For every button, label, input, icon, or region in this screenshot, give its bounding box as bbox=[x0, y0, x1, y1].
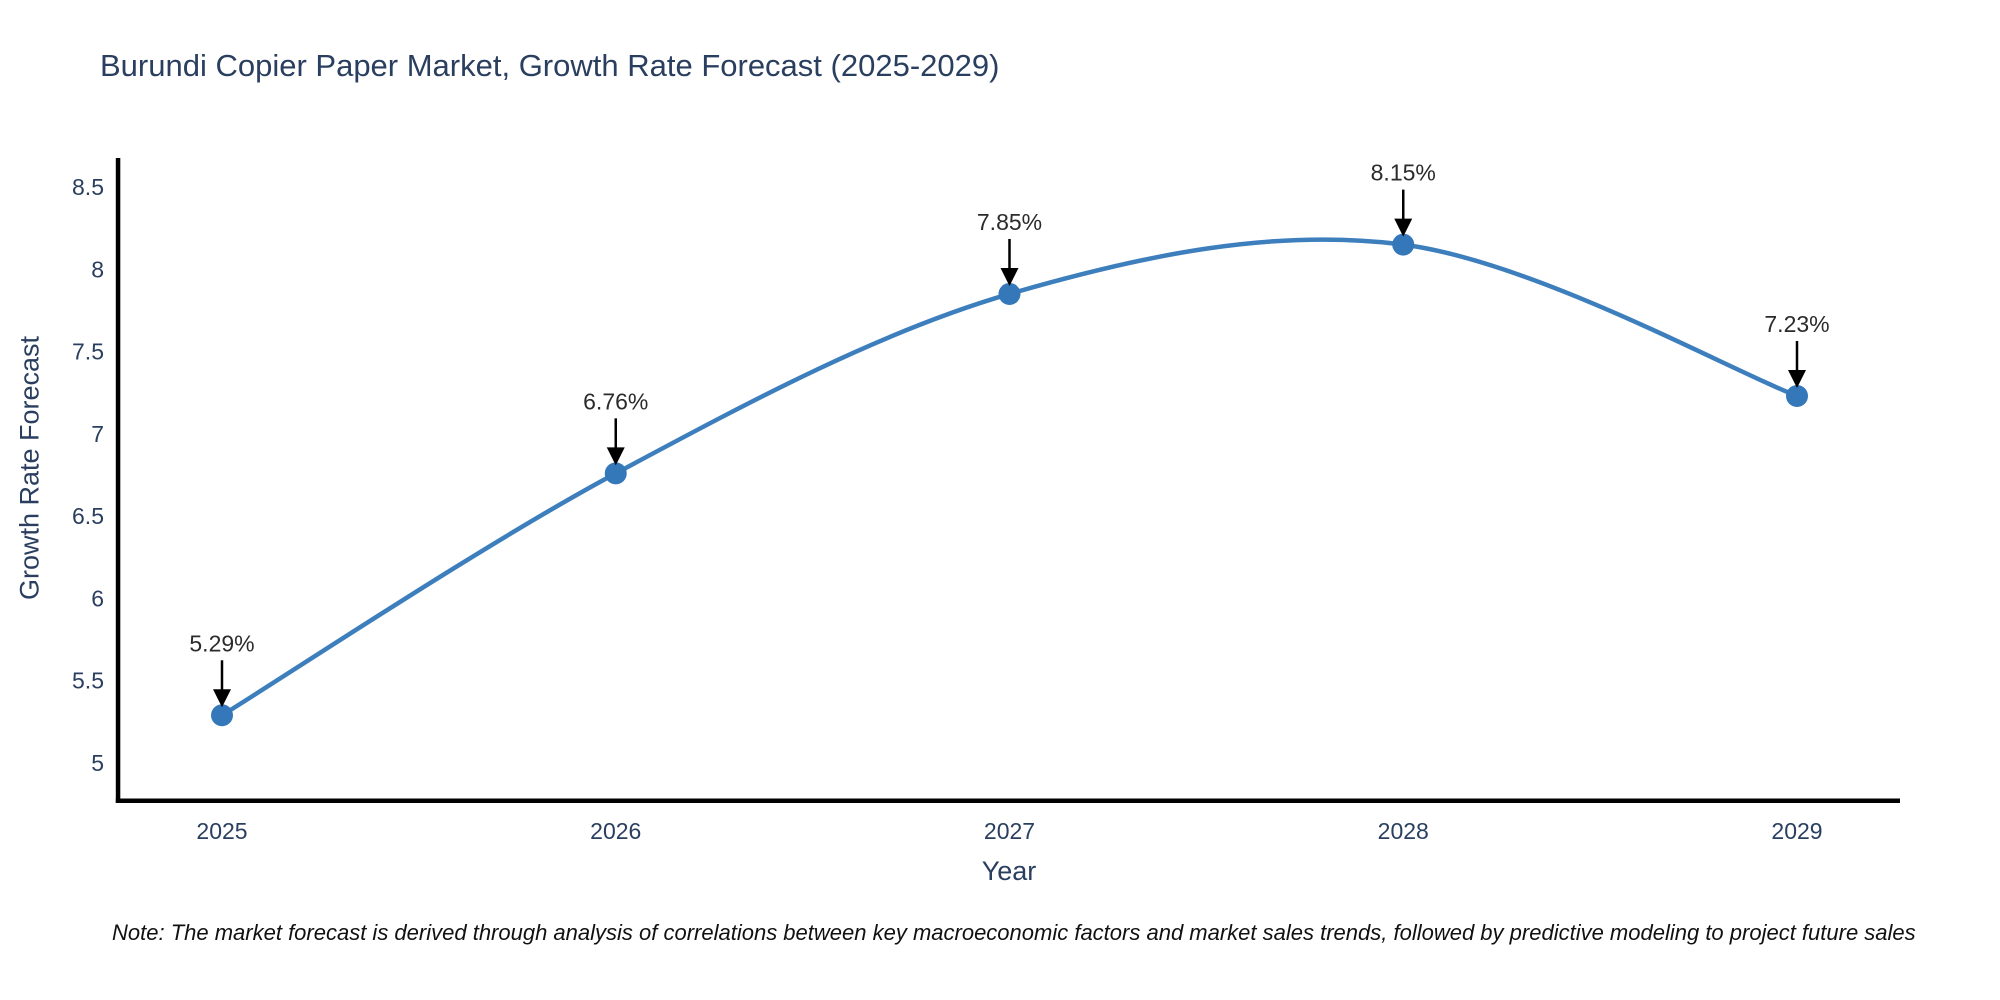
annotation-arrow-head bbox=[1788, 370, 1806, 389]
point-label: 7.23% bbox=[1764, 311, 1829, 337]
data-point-2026[interactable] bbox=[604, 462, 627, 485]
y-tick-label: 5.5 bbox=[72, 668, 104, 694]
y-tick-label: 8 bbox=[91, 256, 104, 282]
data-point-2029[interactable] bbox=[1786, 385, 1808, 408]
y-tick-label: 7.5 bbox=[72, 339, 104, 365]
point-label: 7.85% bbox=[977, 209, 1042, 235]
data-point-2027[interactable] bbox=[998, 282, 1021, 305]
chart-title: Burundi Copier Paper Market, Growth Rate… bbox=[100, 48, 1000, 83]
x-axis-title: Year bbox=[981, 856, 1037, 886]
x-tick-label: 2026 bbox=[590, 818, 641, 844]
annotation-arrow-head bbox=[213, 689, 231, 708]
y-tick-label: 5 bbox=[91, 750, 104, 776]
annotation-arrow-head bbox=[1000, 267, 1019, 286]
annotation-arrow-head bbox=[606, 447, 625, 466]
y-tick-label: 6.5 bbox=[72, 503, 104, 529]
point-label: 6.76% bbox=[583, 388, 648, 414]
x-tick-label: 2027 bbox=[984, 818, 1035, 844]
point-label: 8.15% bbox=[1371, 160, 1436, 186]
point-label: 5.29% bbox=[189, 630, 254, 656]
footnote: Note: The market forecast is derived thr… bbox=[112, 920, 1916, 945]
y-tick-label: 8.5 bbox=[72, 174, 104, 200]
data-point-2025[interactable] bbox=[211, 704, 233, 727]
y-tick-label: 7 bbox=[91, 421, 104, 447]
y-tick-label: 6 bbox=[91, 585, 104, 611]
x-axis-spine bbox=[115, 798, 1900, 803]
x-tick-label: 2025 bbox=[196, 818, 247, 844]
trend-line bbox=[219, 237, 1800, 718]
x-tick-label: 2029 bbox=[1771, 818, 1822, 844]
annotation-arrow-head bbox=[1394, 218, 1413, 237]
y-axis-spine bbox=[115, 158, 121, 803]
x-tick-label: 2028 bbox=[1378, 818, 1429, 844]
data-point-2028[interactable] bbox=[1392, 233, 1415, 256]
